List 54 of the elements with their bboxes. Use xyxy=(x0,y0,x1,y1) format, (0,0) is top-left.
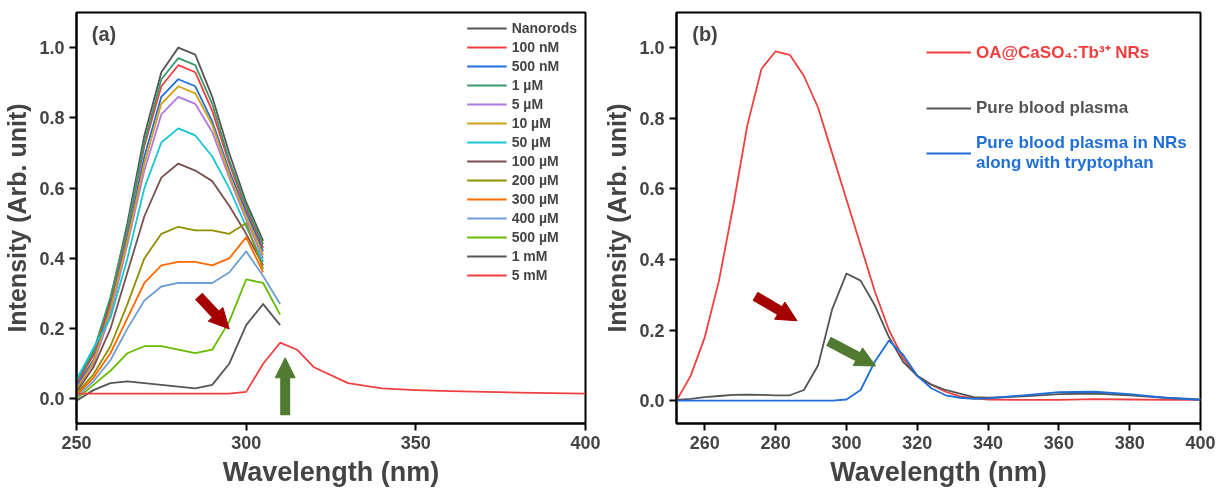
annotation: (b) xyxy=(692,23,718,46)
line-series xyxy=(76,162,265,393)
y-tick-label: 0.6 xyxy=(39,178,65,199)
legend-label: 100 nM xyxy=(511,39,560,55)
x-axis-title: Wavelength (nm) xyxy=(222,456,440,487)
y-tick-label: 0.8 xyxy=(639,108,665,129)
legend-label: OA@CaSO₄:Tb³⁺ NRs xyxy=(976,42,1150,63)
x-tick-label: 400 xyxy=(570,432,601,453)
legend-label: 500 nM xyxy=(511,58,560,74)
y-tick-label: 0.4 xyxy=(39,248,65,269)
x-axis-title: Wavelength (nm) xyxy=(830,456,1047,487)
y-axis-title: Intensity (Arb. unit) xyxy=(3,103,32,333)
y-tick-label: 0.2 xyxy=(39,319,65,340)
legend-label: Pure blood plasma in NRs along with tryptophan xyxy=(976,133,1187,173)
x-tick-label: 250 xyxy=(61,432,92,453)
annotation: (a) xyxy=(91,23,117,46)
y-tick-label: 1.0 xyxy=(639,38,665,59)
legend-label: 300 µM xyxy=(511,191,559,207)
x-tick-label: 380 xyxy=(1114,432,1145,453)
x-tick-label: 260 xyxy=(689,432,720,453)
legend-label: 100 µM xyxy=(511,153,559,169)
y-tick-label: 0.0 xyxy=(39,389,65,410)
x-tick-label: 280 xyxy=(760,432,791,453)
y-tick-label: 0.8 xyxy=(39,108,65,129)
line-series xyxy=(76,303,281,402)
legend-label: 200 µM xyxy=(511,172,559,188)
legend-label: Pure blood plasma xyxy=(976,98,1129,118)
y-tick-label: 0.0 xyxy=(639,391,665,412)
line-series xyxy=(676,272,1201,401)
line-series xyxy=(76,278,281,400)
legend-label: 400 µM xyxy=(511,210,559,226)
x-tick-label: 340 xyxy=(973,432,1004,453)
y-tick-label: 0.2 xyxy=(639,320,665,341)
legend-label: 500 µM xyxy=(511,229,559,245)
legend-label: 5 µM xyxy=(511,96,544,112)
x-tick-label: 300 xyxy=(231,432,262,453)
legend-label: 10 µM xyxy=(511,115,551,131)
x-tick-label: 300 xyxy=(831,432,862,453)
x-tick-label: 350 xyxy=(400,432,431,453)
x-tick-label: 360 xyxy=(1043,432,1074,453)
line-series xyxy=(76,341,586,395)
legend-label: 1 µM xyxy=(511,77,544,93)
x-tick-label: 400 xyxy=(1185,432,1216,453)
legend-label: 5 mM xyxy=(511,267,548,283)
y-tick-label: 1.0 xyxy=(39,38,65,59)
legend-label: 50 µM xyxy=(511,134,551,150)
y-tick-label: 0.4 xyxy=(639,249,665,270)
line-series xyxy=(676,339,1201,402)
legend-label: 1 mM xyxy=(511,248,548,264)
x-tick-label: 320 xyxy=(902,432,933,453)
y-axis-title: Intensity (Arb. unit) xyxy=(603,103,632,333)
y-tick-label: 0.6 xyxy=(639,179,665,200)
line-series xyxy=(76,250,281,399)
legend-label: Nanorods xyxy=(511,20,577,36)
